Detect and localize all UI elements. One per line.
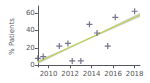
svg-text:20: 20 <box>26 44 35 52</box>
svg-text:2012: 2012 <box>61 70 79 78</box>
svg-text:2016: 2016 <box>104 70 122 78</box>
svg-text:2014: 2014 <box>83 70 101 78</box>
svg-text:% Patients: % Patients <box>8 18 16 55</box>
svg-text:60: 60 <box>26 9 35 17</box>
svg-text:2010: 2010 <box>40 70 58 78</box>
svg-text:40: 40 <box>26 26 35 34</box>
svg-text:0: 0 <box>30 61 34 69</box>
svg-text:2018: 2018 <box>126 70 144 78</box>
